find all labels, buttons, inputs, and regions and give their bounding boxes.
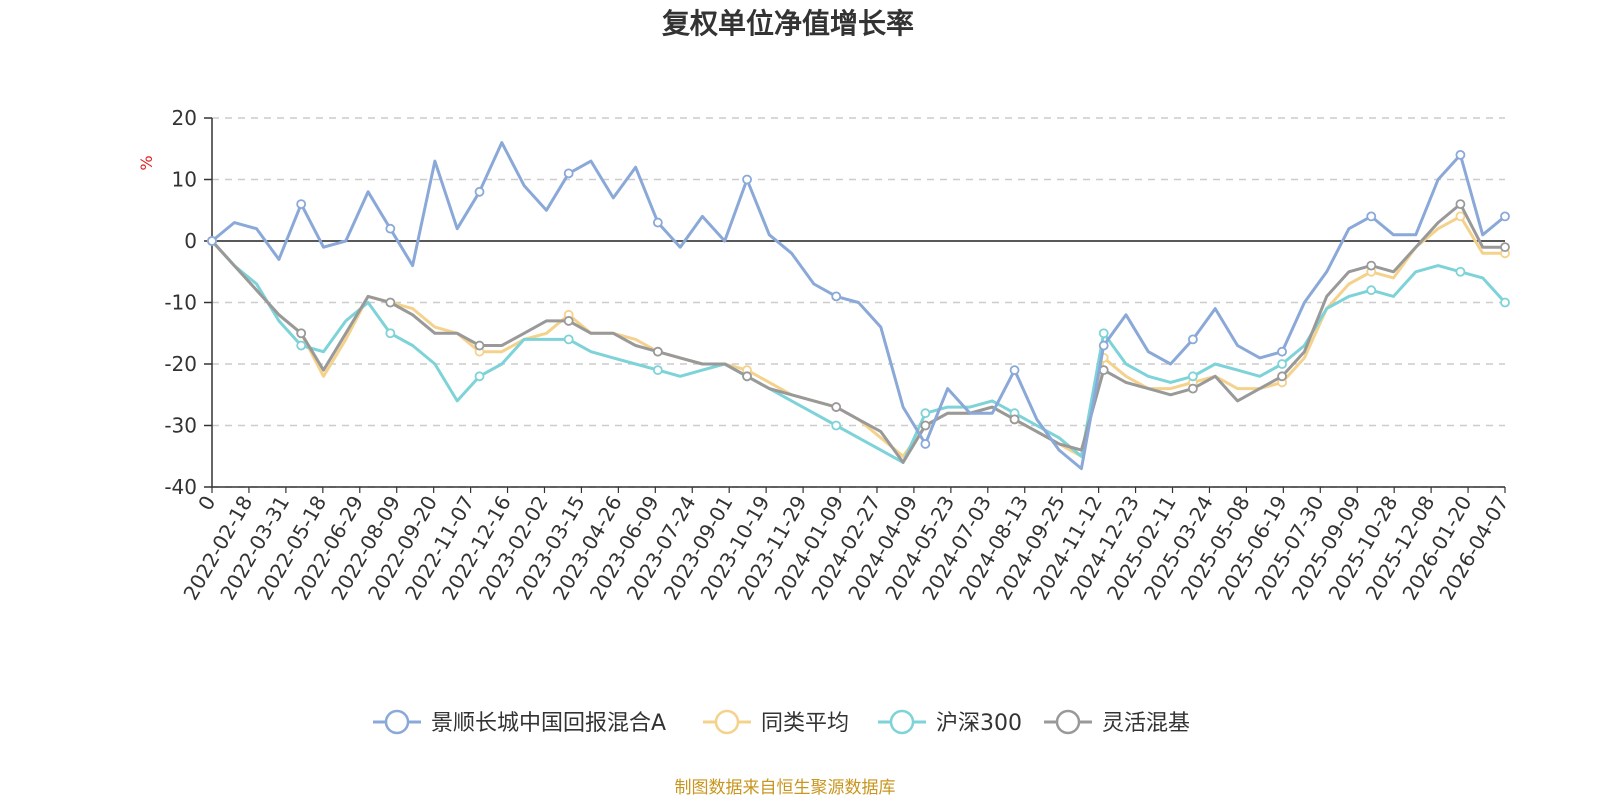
- series-0-point: [1277, 346, 1287, 357]
- series-3-point: [1277, 371, 1287, 382]
- series-2-point: [385, 328, 396, 339]
- legend-marker: [1055, 709, 1081, 735]
- legend-label: 同类平均: [761, 711, 849, 736]
- y-tick-label: 20: [172, 106, 197, 130]
- series-2-line: [210, 239, 1507, 464]
- legend-label: 景顺长城中国回报混合A: [431, 711, 666, 736]
- series-0-point: [652, 217, 663, 228]
- series-2-point: [1187, 371, 1198, 382]
- series-3-point: [1366, 260, 1377, 271]
- legend: 景顺长城中国回报混合A 同类平均 沪深300 灵活混基: [373, 709, 1190, 736]
- series-2-point: [1366, 285, 1377, 296]
- y-tick-label: -40: [164, 475, 197, 499]
- series-2-point: [296, 340, 307, 351]
- series-3-point: [1455, 199, 1466, 210]
- x-tick-label: 0: [193, 492, 220, 515]
- legend-marker: [714, 709, 740, 735]
- series-2-point: [474, 371, 485, 382]
- series-3-point: [474, 340, 485, 351]
- series-0-point: [831, 291, 842, 302]
- series-0-point: [563, 168, 574, 179]
- series-0-point: [1098, 340, 1109, 351]
- series-3-point: [1187, 383, 1198, 394]
- legend-item-0: 景顺长城中国回报混合A: [373, 709, 666, 736]
- series-0-line: [210, 141, 1507, 471]
- y-tick-label: 10: [172, 168, 197, 192]
- series-0-point: [1455, 149, 1466, 160]
- series-2-point: [1500, 297, 1510, 308]
- series-0-point: [474, 186, 485, 197]
- series-3-point: [742, 371, 752, 382]
- legend-item-1: 同类平均: [703, 709, 849, 736]
- legend-item-3: 灵活混基: [1044, 709, 1190, 736]
- series-2-point: [1455, 266, 1466, 277]
- y-axis: 20 10 0 -10 -20 -30 -40: [164, 106, 213, 499]
- series-2-point: [1098, 328, 1109, 339]
- series-lines: [207, 141, 1510, 471]
- series-0-point: [920, 439, 931, 449]
- legend-label: 沪深300: [936, 711, 1022, 736]
- y-tick-label: 0: [184, 229, 197, 253]
- legend-marker: [889, 709, 915, 735]
- series-2-point: [920, 408, 931, 419]
- series-0-point: [1500, 211, 1510, 222]
- series-0-point: [742, 174, 752, 185]
- legend-label: 灵活混基: [1102, 711, 1190, 736]
- legend-item-2: 沪深300: [878, 709, 1022, 736]
- series-3-point: [385, 297, 396, 308]
- series-0-point: [1366, 211, 1377, 222]
- y-axis-label: %: [137, 155, 156, 170]
- y-tick-label: -10: [164, 291, 197, 315]
- series-2-point: [831, 420, 842, 431]
- series-3-line: [210, 202, 1507, 464]
- series-3-point: [831, 402, 842, 412]
- source-note: 制图数据来自恒生聚源数据库: [675, 778, 896, 798]
- chart-title: 复权单位净值增长率: [662, 7, 914, 40]
- series-3-point: [1009, 414, 1020, 425]
- series-0-point: [207, 236, 217, 246]
- series-0-point: [385, 223, 396, 234]
- series-3-point: [652, 346, 663, 357]
- series-0-point: [1009, 365, 1020, 376]
- legend-marker: [384, 709, 410, 735]
- series-1-point: [1455, 211, 1466, 222]
- series-2-point: [652, 365, 663, 376]
- series-0-point: [1187, 334, 1198, 345]
- y-tick-label: -20: [164, 352, 197, 376]
- series-3-point: [1500, 242, 1510, 253]
- series-3-point: [296, 328, 307, 339]
- series-0-point: [296, 199, 307, 210]
- series-3-point: [563, 316, 574, 326]
- y-tick-label: -30: [164, 414, 197, 438]
- series-3-point: [920, 420, 931, 431]
- x-axis: 02022-02-182022-03-312022-05-182022-06-2…: [178, 240, 1513, 604]
- series-2-point: [1277, 359, 1287, 369]
- series-2-point: [563, 334, 574, 345]
